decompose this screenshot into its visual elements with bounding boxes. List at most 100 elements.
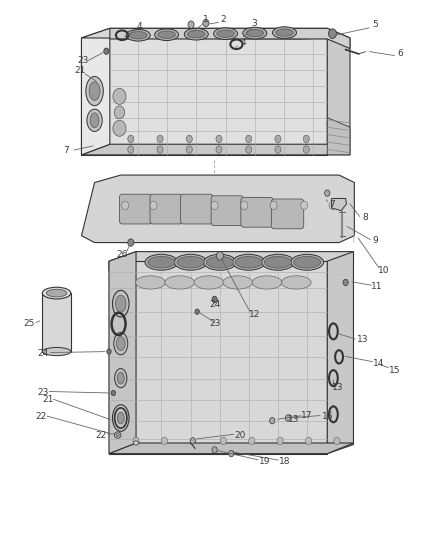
Polygon shape xyxy=(81,38,327,155)
Text: 13: 13 xyxy=(357,335,368,344)
Ellipse shape xyxy=(114,432,121,438)
Text: 23: 23 xyxy=(77,56,88,64)
Circle shape xyxy=(343,279,348,286)
Ellipse shape xyxy=(293,256,321,268)
Ellipse shape xyxy=(187,30,205,38)
Ellipse shape xyxy=(243,27,267,39)
Text: 1: 1 xyxy=(203,15,209,25)
Ellipse shape xyxy=(177,256,204,268)
Circle shape xyxy=(128,135,134,143)
Circle shape xyxy=(328,29,336,38)
Ellipse shape xyxy=(291,254,324,270)
Text: 18: 18 xyxy=(279,457,290,466)
Circle shape xyxy=(150,201,157,209)
Text: 11: 11 xyxy=(371,281,383,290)
Ellipse shape xyxy=(184,28,208,40)
Ellipse shape xyxy=(86,76,103,106)
Ellipse shape xyxy=(252,276,282,289)
Polygon shape xyxy=(327,118,350,155)
Circle shape xyxy=(303,146,309,154)
Text: 7: 7 xyxy=(330,200,336,209)
Ellipse shape xyxy=(136,276,165,289)
Ellipse shape xyxy=(265,256,291,268)
Text: 13: 13 xyxy=(332,383,343,392)
Ellipse shape xyxy=(235,256,262,268)
Circle shape xyxy=(270,201,277,209)
Circle shape xyxy=(286,415,290,421)
Polygon shape xyxy=(109,252,136,454)
FancyBboxPatch shape xyxy=(150,194,182,224)
Circle shape xyxy=(270,417,275,424)
Circle shape xyxy=(161,437,167,445)
Circle shape xyxy=(128,239,134,246)
Text: 22: 22 xyxy=(35,412,46,421)
Polygon shape xyxy=(81,28,327,39)
Circle shape xyxy=(300,201,307,209)
Circle shape xyxy=(195,309,199,314)
Circle shape xyxy=(113,120,126,136)
Ellipse shape xyxy=(261,254,294,270)
Text: 17: 17 xyxy=(301,411,313,420)
Circle shape xyxy=(246,135,252,143)
Text: 26: 26 xyxy=(117,251,128,260)
Circle shape xyxy=(275,146,281,154)
Circle shape xyxy=(325,190,330,196)
Text: 3: 3 xyxy=(251,19,257,28)
Circle shape xyxy=(216,135,222,143)
Ellipse shape xyxy=(276,29,293,36)
Polygon shape xyxy=(327,28,350,155)
Circle shape xyxy=(216,252,223,260)
Text: 21: 21 xyxy=(42,395,53,404)
Ellipse shape xyxy=(90,113,99,128)
FancyBboxPatch shape xyxy=(120,194,152,224)
Ellipse shape xyxy=(42,348,71,356)
Ellipse shape xyxy=(89,82,100,100)
Polygon shape xyxy=(110,28,350,49)
Text: 13: 13 xyxy=(287,415,299,424)
Text: 12: 12 xyxy=(249,310,261,319)
Polygon shape xyxy=(327,252,353,454)
Ellipse shape xyxy=(114,333,128,355)
Text: 22: 22 xyxy=(95,431,107,440)
Ellipse shape xyxy=(204,254,236,270)
Ellipse shape xyxy=(223,276,253,289)
Ellipse shape xyxy=(158,31,175,38)
Ellipse shape xyxy=(126,29,150,41)
Ellipse shape xyxy=(246,29,264,37)
Polygon shape xyxy=(81,28,110,155)
FancyBboxPatch shape xyxy=(180,194,213,224)
Ellipse shape xyxy=(117,337,125,351)
Text: 16: 16 xyxy=(321,412,333,421)
Circle shape xyxy=(114,106,125,119)
Ellipse shape xyxy=(42,287,71,299)
Text: 21: 21 xyxy=(74,67,86,75)
Text: 15: 15 xyxy=(389,366,400,375)
Circle shape xyxy=(190,438,195,444)
Circle shape xyxy=(212,296,217,303)
Ellipse shape xyxy=(214,28,237,39)
Ellipse shape xyxy=(116,433,120,437)
Text: 25: 25 xyxy=(23,319,35,328)
Polygon shape xyxy=(109,261,327,454)
Circle shape xyxy=(212,447,217,453)
Ellipse shape xyxy=(282,276,311,289)
Circle shape xyxy=(186,146,192,154)
Ellipse shape xyxy=(117,412,124,424)
Ellipse shape xyxy=(148,256,175,268)
Circle shape xyxy=(157,146,163,154)
Circle shape xyxy=(104,48,109,54)
Ellipse shape xyxy=(232,254,265,270)
Circle shape xyxy=(334,437,340,445)
Circle shape xyxy=(216,146,222,154)
Ellipse shape xyxy=(117,372,124,384)
Text: 5: 5 xyxy=(372,20,378,29)
Text: 23: 23 xyxy=(210,319,221,328)
Ellipse shape xyxy=(155,29,179,41)
Ellipse shape xyxy=(116,295,126,312)
Circle shape xyxy=(188,21,194,28)
Text: 19: 19 xyxy=(259,457,270,466)
Polygon shape xyxy=(109,443,353,454)
Ellipse shape xyxy=(165,276,194,289)
Ellipse shape xyxy=(113,290,129,317)
Circle shape xyxy=(122,201,129,209)
